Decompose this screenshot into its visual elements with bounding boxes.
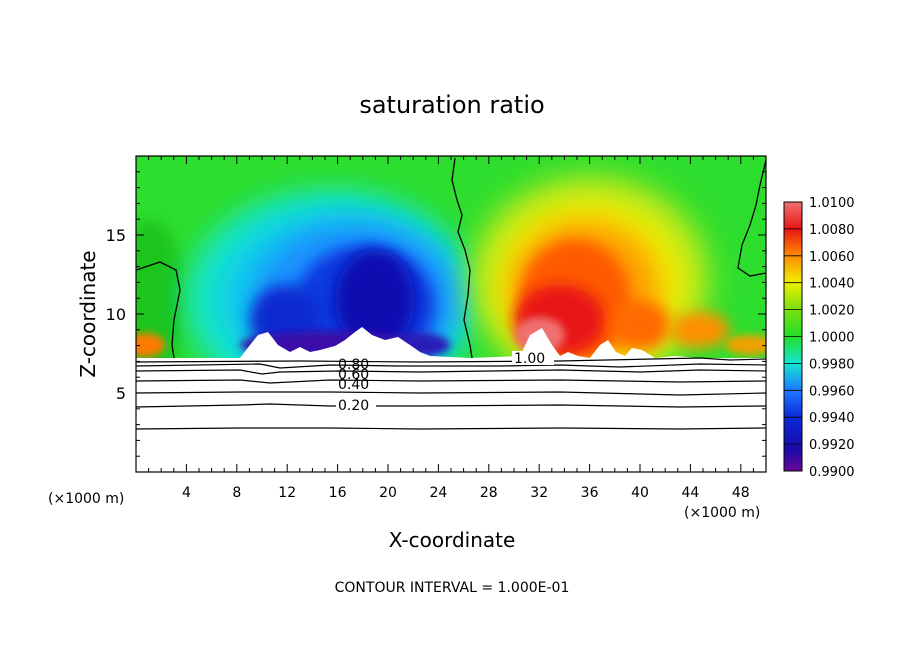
x-tick-label: 16 [329,485,347,501]
contour-label-0-80: 0.80 [338,357,369,373]
colorbar-label: 1.0020 [809,304,855,319]
colorbar-label: 1.0100 [809,196,855,211]
colorbar-label: 0.9900 [809,465,855,480]
colorbar-label: 1.0060 [809,250,855,265]
x-tick-label: 20 [379,485,397,501]
contour-label-0-20: 0.20 [338,398,369,414]
colorbar-label: 0.9960 [809,384,855,399]
contour-labels: 1.00 0.80 0.60 0.40 0.20 [336,351,554,414]
x-tick-label: 44 [681,485,699,501]
colorbar-label: 1.0040 [809,277,855,292]
x-tick-label: 8 [232,485,241,501]
x-tick-label: 48 [732,485,750,501]
x-unit-left: (×1000 m) [48,491,124,507]
x-tick-label: 12 [278,485,296,501]
saturation-field [136,156,766,362]
colorbar-label: 1.0080 [809,223,855,238]
colorbar-label: 0.9980 [809,357,855,372]
x-tick-label: 24 [429,485,447,501]
subsaturated-region [185,190,475,362]
x-tick-label: 32 [530,485,548,501]
contour-interval-note: CONTOUR INTERVAL = 1.000E-01 [335,580,570,596]
x-tick-label: 40 [631,485,649,501]
y-tick-label: 15 [106,226,126,245]
colorbar-label: 0.9920 [809,438,855,453]
cloud-base-mask [136,327,766,362]
x-tick-label: 28 [480,485,498,501]
colorbar: 1.0100 1.0080 1.0060 1.0040 1.0020 1.0000 0.99… [783,196,855,480]
y-axis: 5 10 15 [106,171,766,457]
y-tick-label: 10 [106,305,126,324]
contour-label-0-60: 0.60 [338,367,369,383]
field-left-green-dark [136,220,185,362]
contour-1-00 [136,157,766,359]
x-axis: 4 8 12 16 20 24 28 32 36 40 44 48 [148,156,754,501]
contour-label-0-40: 0.40 [338,377,369,393]
y-axis-title: Z-coordinate [76,250,100,377]
x-axis-title: X-coordinate [389,528,516,552]
y-tick-label: 5 [116,384,126,403]
x-unit-right: (×1000 m) [684,505,760,521]
x-tick-label: 36 [581,485,599,501]
colorbar-label: 1.0000 [809,331,855,346]
contour-label-1-00: 1.00 [514,351,545,367]
colorbar-label: 0.9940 [809,411,855,426]
x-tick-label: 4 [182,485,191,501]
chart-title: saturation ratio [359,91,544,119]
